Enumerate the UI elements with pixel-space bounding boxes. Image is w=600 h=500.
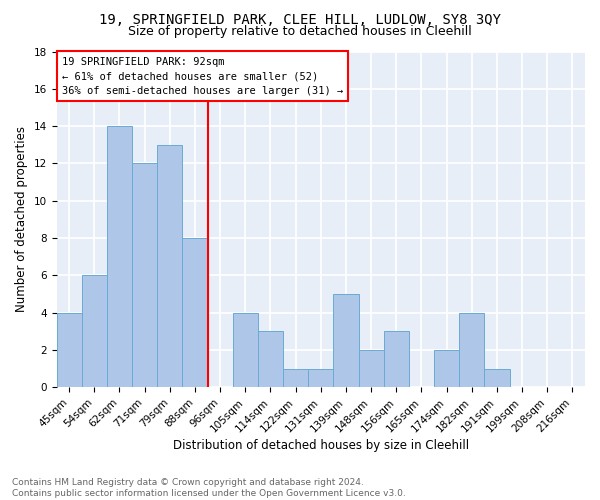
Bar xyxy=(308,368,334,388)
Bar xyxy=(434,350,459,388)
Bar xyxy=(334,294,359,388)
Bar xyxy=(283,368,308,388)
Text: Contains HM Land Registry data © Crown copyright and database right 2024.
Contai: Contains HM Land Registry data © Crown c… xyxy=(12,478,406,498)
X-axis label: Distribution of detached houses by size in Cleehill: Distribution of detached houses by size … xyxy=(173,440,469,452)
Bar xyxy=(56,312,82,388)
Y-axis label: Number of detached properties: Number of detached properties xyxy=(15,126,28,312)
Bar xyxy=(132,164,157,388)
Bar xyxy=(82,276,107,388)
Bar xyxy=(182,238,208,388)
Bar xyxy=(258,332,283,388)
Bar xyxy=(383,332,409,388)
Text: 19, SPRINGFIELD PARK, CLEE HILL, LUDLOW, SY8 3QY: 19, SPRINGFIELD PARK, CLEE HILL, LUDLOW,… xyxy=(99,12,501,26)
Text: Size of property relative to detached houses in Cleehill: Size of property relative to detached ho… xyxy=(128,25,472,38)
Text: 19 SPRINGFIELD PARK: 92sqm
← 61% of detached houses are smaller (52)
36% of semi: 19 SPRINGFIELD PARK: 92sqm ← 61% of deta… xyxy=(62,56,343,96)
Bar xyxy=(157,145,182,388)
Bar xyxy=(359,350,383,388)
Bar xyxy=(107,126,132,388)
Bar xyxy=(233,312,258,388)
Bar xyxy=(484,368,509,388)
Bar xyxy=(459,312,484,388)
